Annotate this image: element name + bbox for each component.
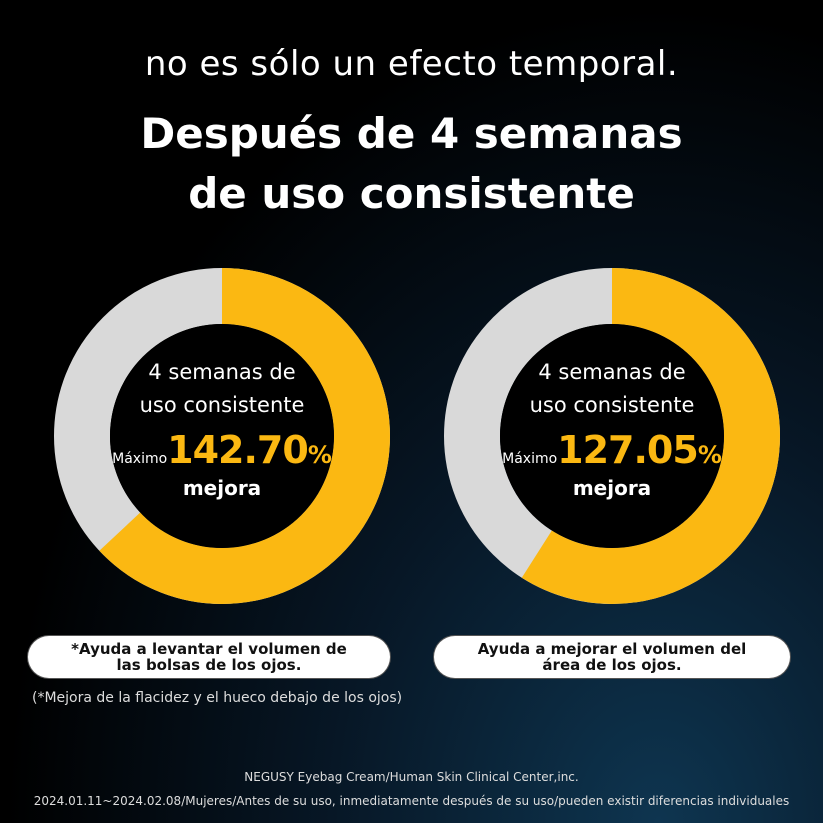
headline-line-1: Después de 4 semanas: [140, 109, 683, 158]
donut-fill-arc: [54, 268, 390, 604]
center-text-line-1: 4 semanas de: [538, 360, 686, 384]
center-text-line-2: uso consistente: [529, 393, 695, 417]
prefix-label: Máximo: [502, 451, 558, 467]
unit-label: %: [697, 441, 722, 469]
caption-text: *Ayuda a levantar el volumen de las bols…: [71, 640, 347, 674]
prefix-label: Máximo: [112, 451, 168, 467]
caption-text: Ayuda a mejorar el volumen del área de l…: [477, 640, 747, 674]
source-line: NEGUSY Eyebag Cream/Human Skin Clinical …: [244, 770, 579, 784]
footnote: (*Mejora de la flacidez y el hueco debaj…: [32, 690, 403, 706]
headline-line-2: de uso consistente: [188, 169, 635, 218]
center-text-line-2: uso consistente: [139, 393, 305, 417]
donut-svg: [54, 268, 390, 604]
subtitle: no es sólo un efecto temporal.: [144, 44, 679, 84]
center-text-line-1: 4 semanas de: [148, 360, 296, 384]
headline: Después de 4 semanas de uso consistente: [0, 104, 823, 224]
donut-svg: [444, 268, 780, 604]
donut-hole: [500, 324, 724, 548]
donut-chart-1: 4 semanas de uso consistente Máximo 142.70…: [54, 268, 390, 604]
study-details: 2024.01.11~2024.02.08/Mujeres/Antes de s…: [33, 794, 790, 808]
donut-hole: [110, 324, 334, 548]
caption-pill-2: Ayuda a mejorar el volumen del área de l…: [434, 636, 790, 678]
caption-pill-1: *Ayuda a levantar el volumen de las bols…: [28, 636, 390, 678]
unit-label: %: [307, 441, 332, 469]
suffix-label: mejora: [572, 476, 652, 500]
value-label: 142.70: [167, 428, 309, 472]
value-label: 127.05: [557, 428, 699, 472]
donut-fill-arc: [444, 268, 780, 604]
suffix-label: mejora: [182, 476, 262, 500]
donut-chart-2: 4 semanas de uso consistente Máximo 127.05…: [444, 268, 780, 604]
